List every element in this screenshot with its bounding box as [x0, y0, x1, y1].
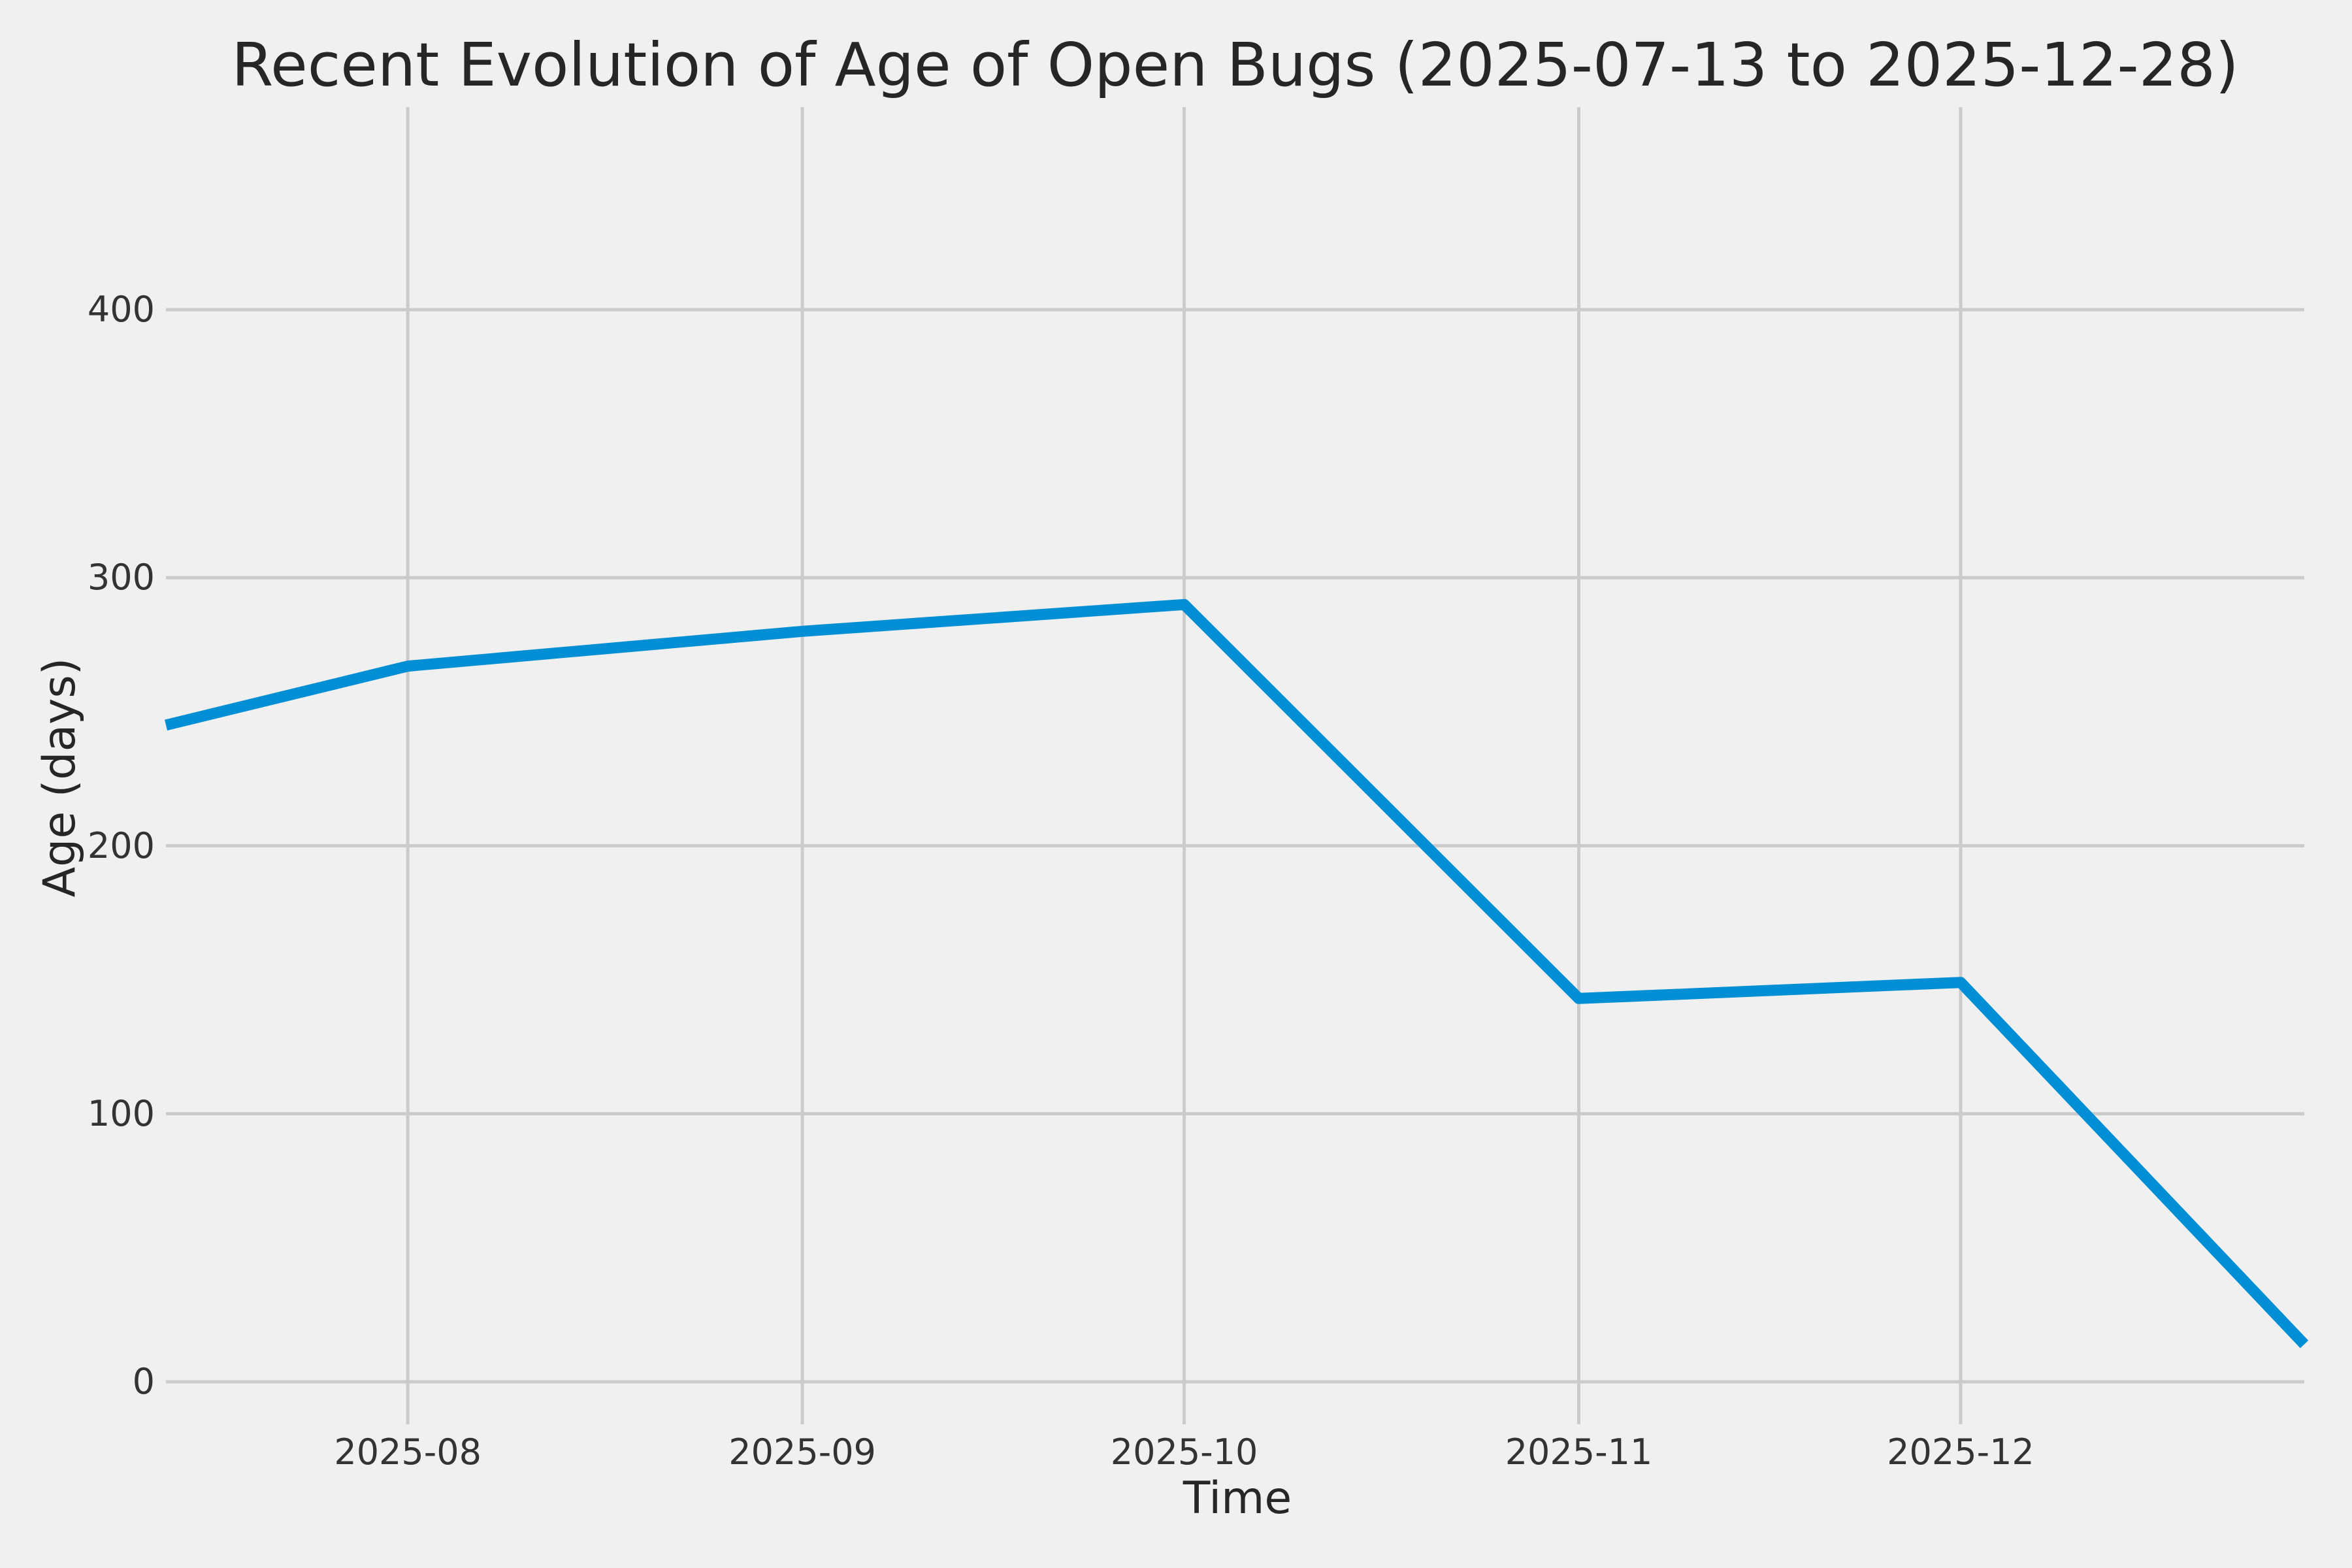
y-tick-label: 300	[87, 557, 155, 598]
y-tick-label: 200	[87, 825, 155, 866]
y-tick-label: 100	[87, 1092, 155, 1134]
x-tick-label: 2025-12	[1887, 1431, 2034, 1473]
y-tick-label: 0	[132, 1361, 155, 1402]
x-axis-label: Time	[1183, 1473, 1292, 1524]
chart-title: Recent Evolution of Age of Open Bugs (20…	[231, 30, 2239, 100]
x-tick-label: 2025-09	[728, 1431, 876, 1473]
data-line	[164, 598, 2309, 1348]
y-tick-label: 400	[87, 289, 155, 330]
x-tick-label: 2025-10	[1110, 1431, 1258, 1473]
x-tick-label: 2025-08	[334, 1431, 482, 1473]
x-tick-label: 2025-11	[1505, 1431, 1653, 1473]
